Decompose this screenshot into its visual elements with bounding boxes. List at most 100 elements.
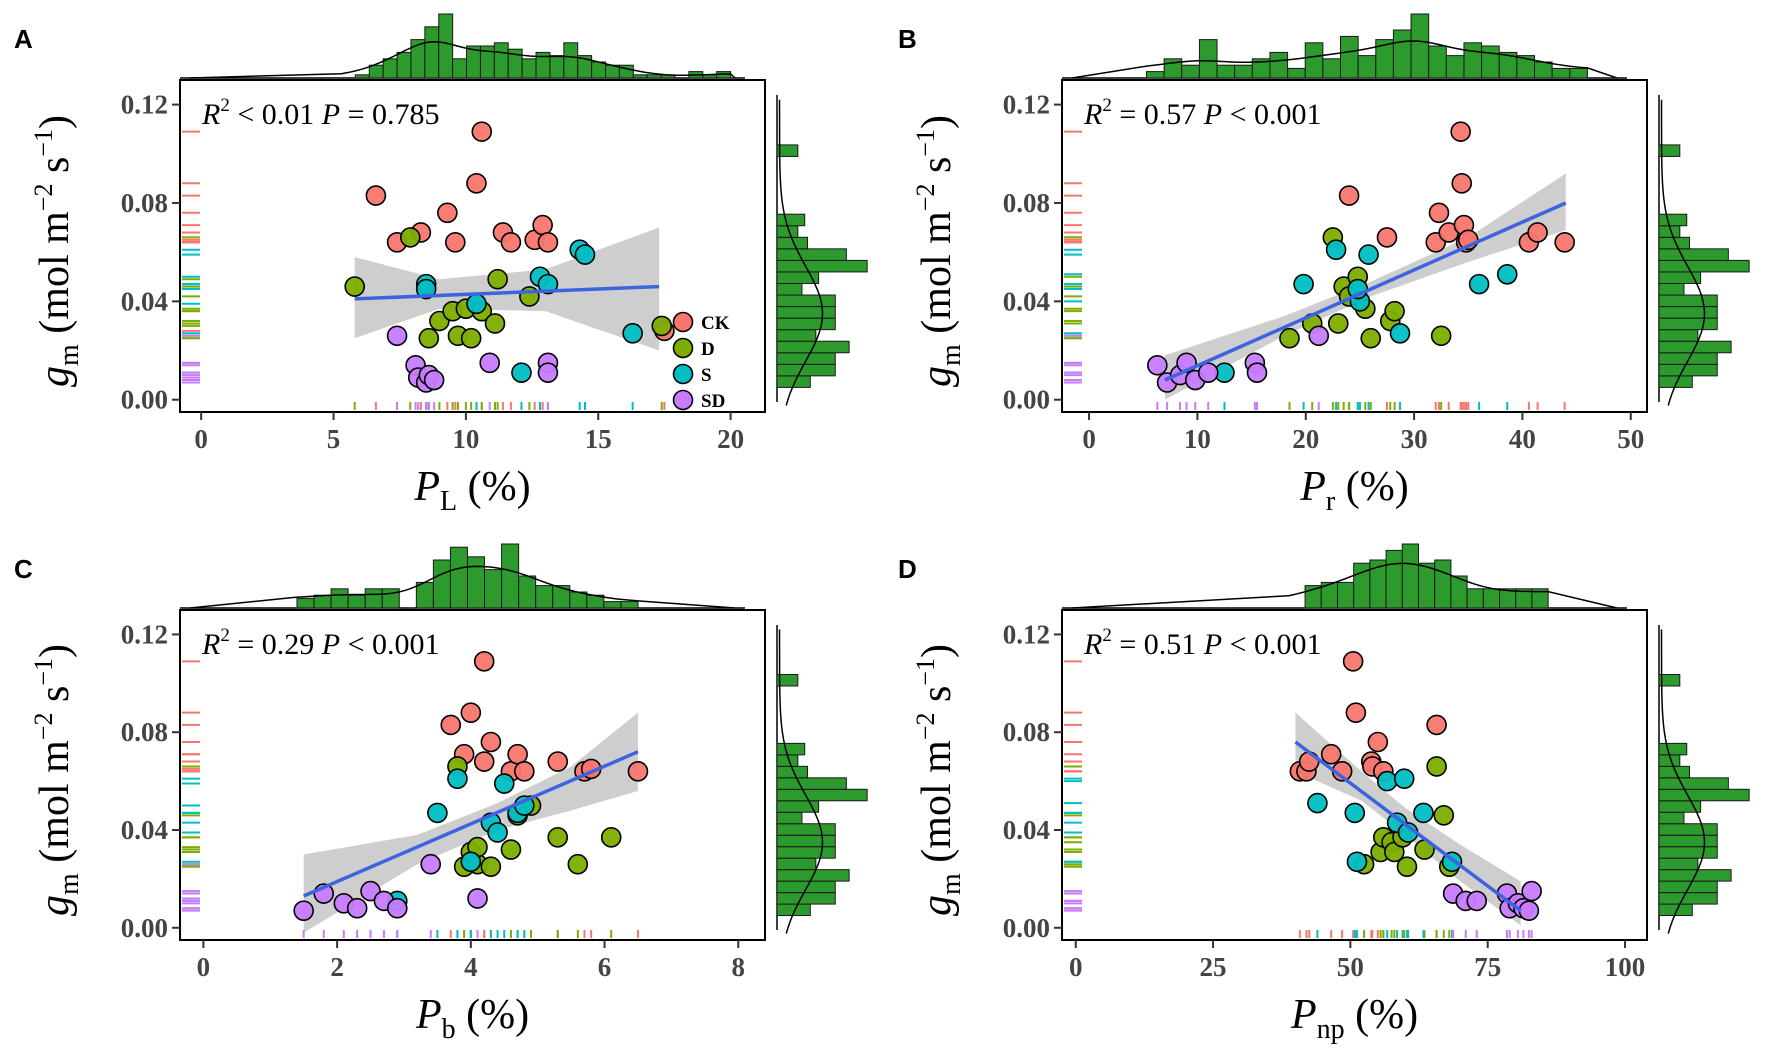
- stat-r-exp: 2: [220, 625, 230, 646]
- x-title-unit: (%): [456, 992, 529, 1038]
- stats-annotation: R2 < 0.01 P = 0.785: [201, 95, 440, 131]
- top-hist-bar: [1463, 42, 1483, 79]
- top-hist-bar: [1569, 67, 1588, 79]
- right-hist-bar: [776, 317, 836, 331]
- right-hist-bar: [1658, 823, 1718, 836]
- y-title-subscript: m: [54, 873, 85, 895]
- x-tick-label: 20: [717, 424, 744, 454]
- right-hist-bar: [776, 846, 836, 859]
- regression-line: [1164, 201, 1567, 382]
- x-title-subscript: np: [1317, 1014, 1345, 1045]
- x-axis-title: Pb (%): [415, 992, 529, 1045]
- data-point-CK: [1345, 702, 1367, 723]
- y-title-exp2: −1: [29, 658, 58, 686]
- x-axis-title: Pnp (%): [1290, 992, 1418, 1045]
- top-hist-bar: [1417, 562, 1436, 609]
- data-point-CK: [1342, 651, 1364, 672]
- y-title-close: ): [32, 644, 78, 658]
- x-axis-title: Pr (%): [1299, 464, 1408, 517]
- data-point-D: [519, 286, 540, 307]
- data-point-SD: [423, 369, 445, 391]
- plot-frame: [179, 609, 766, 941]
- right-hist-bar: [776, 823, 836, 836]
- top-hist-bar: [1481, 45, 1500, 79]
- data-point-CK: [1367, 731, 1389, 753]
- y-tick-label: 0.12: [1003, 619, 1050, 649]
- top-hist-bar: [569, 591, 588, 609]
- data-point-D: [487, 268, 508, 290]
- x-tick-label: 10: [452, 424, 479, 454]
- top-hist-bar: [1392, 29, 1412, 79]
- top-hist-bar: [382, 58, 398, 79]
- x-axis-title: PL (%): [413, 464, 530, 517]
- y-tick-label: 0.08: [121, 188, 168, 218]
- right-hist-bar: [776, 674, 799, 687]
- data-point-SD: [1147, 354, 1168, 376]
- y-axis-title: gm (mol m−2 s−1): [911, 644, 967, 916]
- y-tick-label: 0.04: [121, 286, 168, 316]
- right-hist-bar: [776, 352, 836, 365]
- top-hist-bar: [1385, 549, 1403, 609]
- y-title-exp2: −1: [911, 129, 940, 157]
- legend-label-D: D: [701, 339, 715, 360]
- y-title-symbol: g: [914, 895, 960, 916]
- right-hist-bar: [776, 811, 803, 825]
- x-tick-label: 0: [194, 424, 208, 454]
- data-point-CK: [627, 761, 649, 782]
- stat-p-value: < 0.001: [1222, 98, 1321, 131]
- y-title-units: (mol m: [914, 211, 960, 344]
- stat-p-value: < 0.001: [1222, 628, 1321, 661]
- top-hist-bar: [396, 51, 412, 79]
- top-hist-bar: [1340, 35, 1359, 79]
- data-point-D: [1426, 756, 1447, 777]
- data-point-CK: [466, 172, 487, 194]
- data-point-S: [447, 768, 468, 789]
- y-title-symbol: g: [32, 895, 78, 916]
- stat-r2-value: = 0.57: [1112, 98, 1204, 131]
- top-hist-bar: [1531, 588, 1549, 609]
- x-tick-label: 40: [1509, 424, 1536, 454]
- stats-annotation: R2 = 0.51 P < 0.001: [1083, 625, 1322, 661]
- x-title-subscript: L: [440, 486, 457, 517]
- x-tick-label: 5: [327, 424, 341, 454]
- data-point-CK: [460, 702, 482, 723]
- top-hist-bar: [1534, 61, 1553, 79]
- y-title-close: ): [914, 644, 960, 658]
- top-density-curve: [189, 565, 736, 609]
- right-hist-bar: [776, 248, 847, 261]
- top-hist-bar: [501, 543, 520, 609]
- data-point-D: [484, 313, 506, 334]
- panel-letter: C: [14, 554, 33, 584]
- data-point-S: [511, 362, 532, 383]
- y-title-mid: s: [914, 157, 960, 184]
- right-hist-bar: [1658, 811, 1685, 825]
- top-hist-bar: [1269, 51, 1289, 79]
- data-point-D: [460, 327, 482, 349]
- y-title-subscript: m: [936, 344, 967, 366]
- legend-label-SD: SD: [701, 391, 725, 412]
- x-tick-label: 75: [1474, 952, 1501, 982]
- top-hist-bar: [1198, 39, 1218, 79]
- data-point-CK: [471, 121, 493, 142]
- top-hist-bar: [1216, 64, 1236, 79]
- stat-r-exp: 2: [1102, 95, 1112, 116]
- top-density-curve: [1071, 40, 1618, 79]
- top-hist-bar: [347, 594, 366, 609]
- data-point-S: [574, 244, 596, 265]
- right-hist-bar: [776, 788, 868, 802]
- data-point-S: [493, 773, 515, 794]
- stat-r: R: [1083, 98, 1102, 131]
- data-point-D: [1433, 805, 1455, 826]
- y-title-subscript: m: [936, 873, 967, 895]
- y-tick-label: 0.08: [1003, 188, 1050, 218]
- y-title-exp1: −2: [911, 713, 940, 741]
- x-tick-label: 0: [197, 952, 211, 982]
- data-point-CK: [1426, 714, 1447, 736]
- right-hist-bar: [776, 213, 806, 227]
- right-hist-bar: [1658, 294, 1718, 308]
- top-hist-bar: [535, 585, 554, 609]
- y-tick-label: 0.00: [1003, 913, 1050, 943]
- data-point-CK: [365, 185, 387, 206]
- data-point-S: [415, 278, 437, 300]
- x-tick-label: 6: [598, 952, 612, 982]
